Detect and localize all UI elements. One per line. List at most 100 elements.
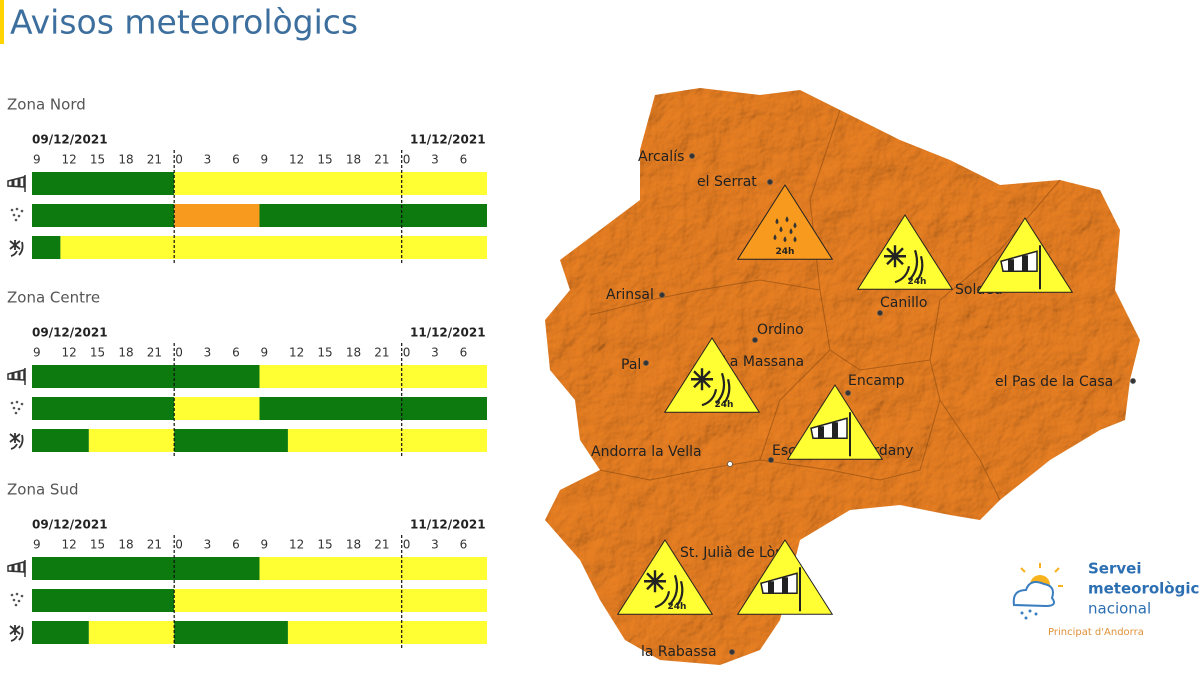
warning-segment	[259, 397, 487, 420]
icon-rain-drop	[14, 411, 18, 415]
hour-label: 3	[204, 153, 212, 167]
town-label: Pal	[621, 357, 641, 373]
icon-wind-stripes	[11, 564, 21, 572]
logo-text: Servei	[1088, 560, 1141, 578]
icon-wind	[7, 176, 25, 188]
town-label: Canillo	[880, 295, 927, 311]
warning-segment	[259, 557, 487, 580]
drop	[793, 222, 797, 229]
hour-label: 0	[175, 538, 183, 552]
hour-label: 18	[346, 346, 361, 360]
warning-segment	[287, 621, 487, 644]
logo-rain	[1020, 609, 1038, 620]
hour-label: 21	[374, 346, 389, 360]
hour-label: 9	[261, 538, 269, 552]
warning-label: 24h	[668, 602, 687, 612]
warning-triangle	[736, 184, 834, 260]
date-start: 09/12/2021	[32, 518, 108, 532]
hour-label: 6	[232, 346, 240, 360]
snowflake	[691, 368, 713, 391]
hour-label: 6	[460, 153, 468, 167]
icon-rain-drop	[15, 400, 19, 404]
snowflake	[644, 570, 666, 593]
drop	[779, 226, 783, 233]
hour-label: 18	[118, 538, 133, 552]
icon-rain-drop	[14, 218, 18, 222]
warning-segment	[32, 172, 175, 195]
hour-label: 12	[289, 538, 304, 552]
town-label: Arinsal	[606, 287, 654, 303]
hour-label: 6	[460, 538, 468, 552]
snow-wind	[701, 372, 731, 407]
warning-segment	[174, 204, 260, 227]
hour-label: 15	[317, 153, 332, 167]
icon-rain-drop	[12, 406, 16, 410]
drop	[789, 228, 793, 235]
town-dot	[768, 457, 774, 463]
hour-label: 12	[289, 153, 304, 167]
hour-label: 21	[147, 153, 162, 167]
warning-segment	[174, 172, 487, 195]
town-dot	[727, 461, 733, 467]
icon-snow	[9, 240, 24, 257]
logo-text: meteorològic	[1088, 580, 1199, 598]
snow-wind	[894, 249, 924, 284]
drop	[785, 216, 789, 223]
drop	[775, 218, 779, 225]
town-dot	[877, 310, 883, 316]
hour-label: 12	[61, 153, 76, 167]
warning-segment	[287, 429, 487, 452]
hour-label: 21	[374, 153, 389, 167]
icon-rain-drop	[17, 599, 21, 603]
snowflake	[884, 245, 906, 268]
hour-label: 21	[374, 538, 389, 552]
town-label: la Rabassa	[641, 644, 717, 660]
town-label: Encamp	[848, 373, 905, 389]
hour-label: 9	[33, 346, 41, 360]
icon-wind-stripes	[11, 179, 21, 187]
warning-icon: 24h	[856, 214, 954, 290]
town-dot	[659, 292, 665, 298]
hour-label: 0	[403, 346, 411, 360]
logo: Servei meteorològic nacional Principat d…	[1012, 560, 1199, 638]
hour-label: 12	[61, 346, 76, 360]
town-label: La Massana	[722, 354, 804, 370]
timeline-panel: Zona Nord 09/12/2021 11/12/2021 9 12 15 18 21 0 3…	[7, 96, 487, 650]
sock-stripes	[768, 577, 788, 594]
warning-segment	[174, 621, 288, 644]
warning-icon	[976, 217, 1074, 293]
icon-rain-drop	[10, 401, 14, 405]
warning-segment	[32, 204, 175, 227]
warning-segment	[88, 621, 175, 644]
sock-stripes	[818, 422, 838, 439]
zone-name: Zona Centre	[7, 289, 100, 307]
warning-icon: 24h	[663, 337, 761, 413]
warning-segment	[259, 365, 487, 388]
town-dot	[689, 153, 695, 159]
hour-label: 6	[232, 538, 240, 552]
date-start: 09/12/2021	[32, 326, 108, 340]
hour-label: 0	[175, 153, 183, 167]
hour-label: 15	[90, 346, 105, 360]
hour-label: 15	[90, 153, 105, 167]
drop	[773, 234, 777, 241]
warning-segment	[174, 589, 487, 612]
warning-segment	[32, 621, 89, 644]
hour-label: 15	[317, 346, 332, 360]
warning-segment	[88, 429, 175, 452]
accent	[0, 0, 4, 44]
date-end: 11/12/2021	[410, 326, 486, 340]
icon-snow	[9, 625, 24, 642]
icon-rain-drop	[12, 213, 16, 217]
drop	[793, 236, 797, 243]
icon-rain-drop	[10, 593, 14, 597]
logo-subtitle: Principat d'Andorra	[1048, 627, 1144, 638]
icon-rain-drop	[17, 214, 21, 218]
hour-label: 6	[460, 346, 468, 360]
hour-label: 21	[147, 346, 162, 360]
town-label: Arcalís	[638, 149, 684, 165]
logo-text: nacional	[1088, 600, 1151, 618]
warning-triangle	[663, 337, 761, 413]
hour-label: 3	[431, 153, 439, 167]
hour-label: 15	[90, 538, 105, 552]
